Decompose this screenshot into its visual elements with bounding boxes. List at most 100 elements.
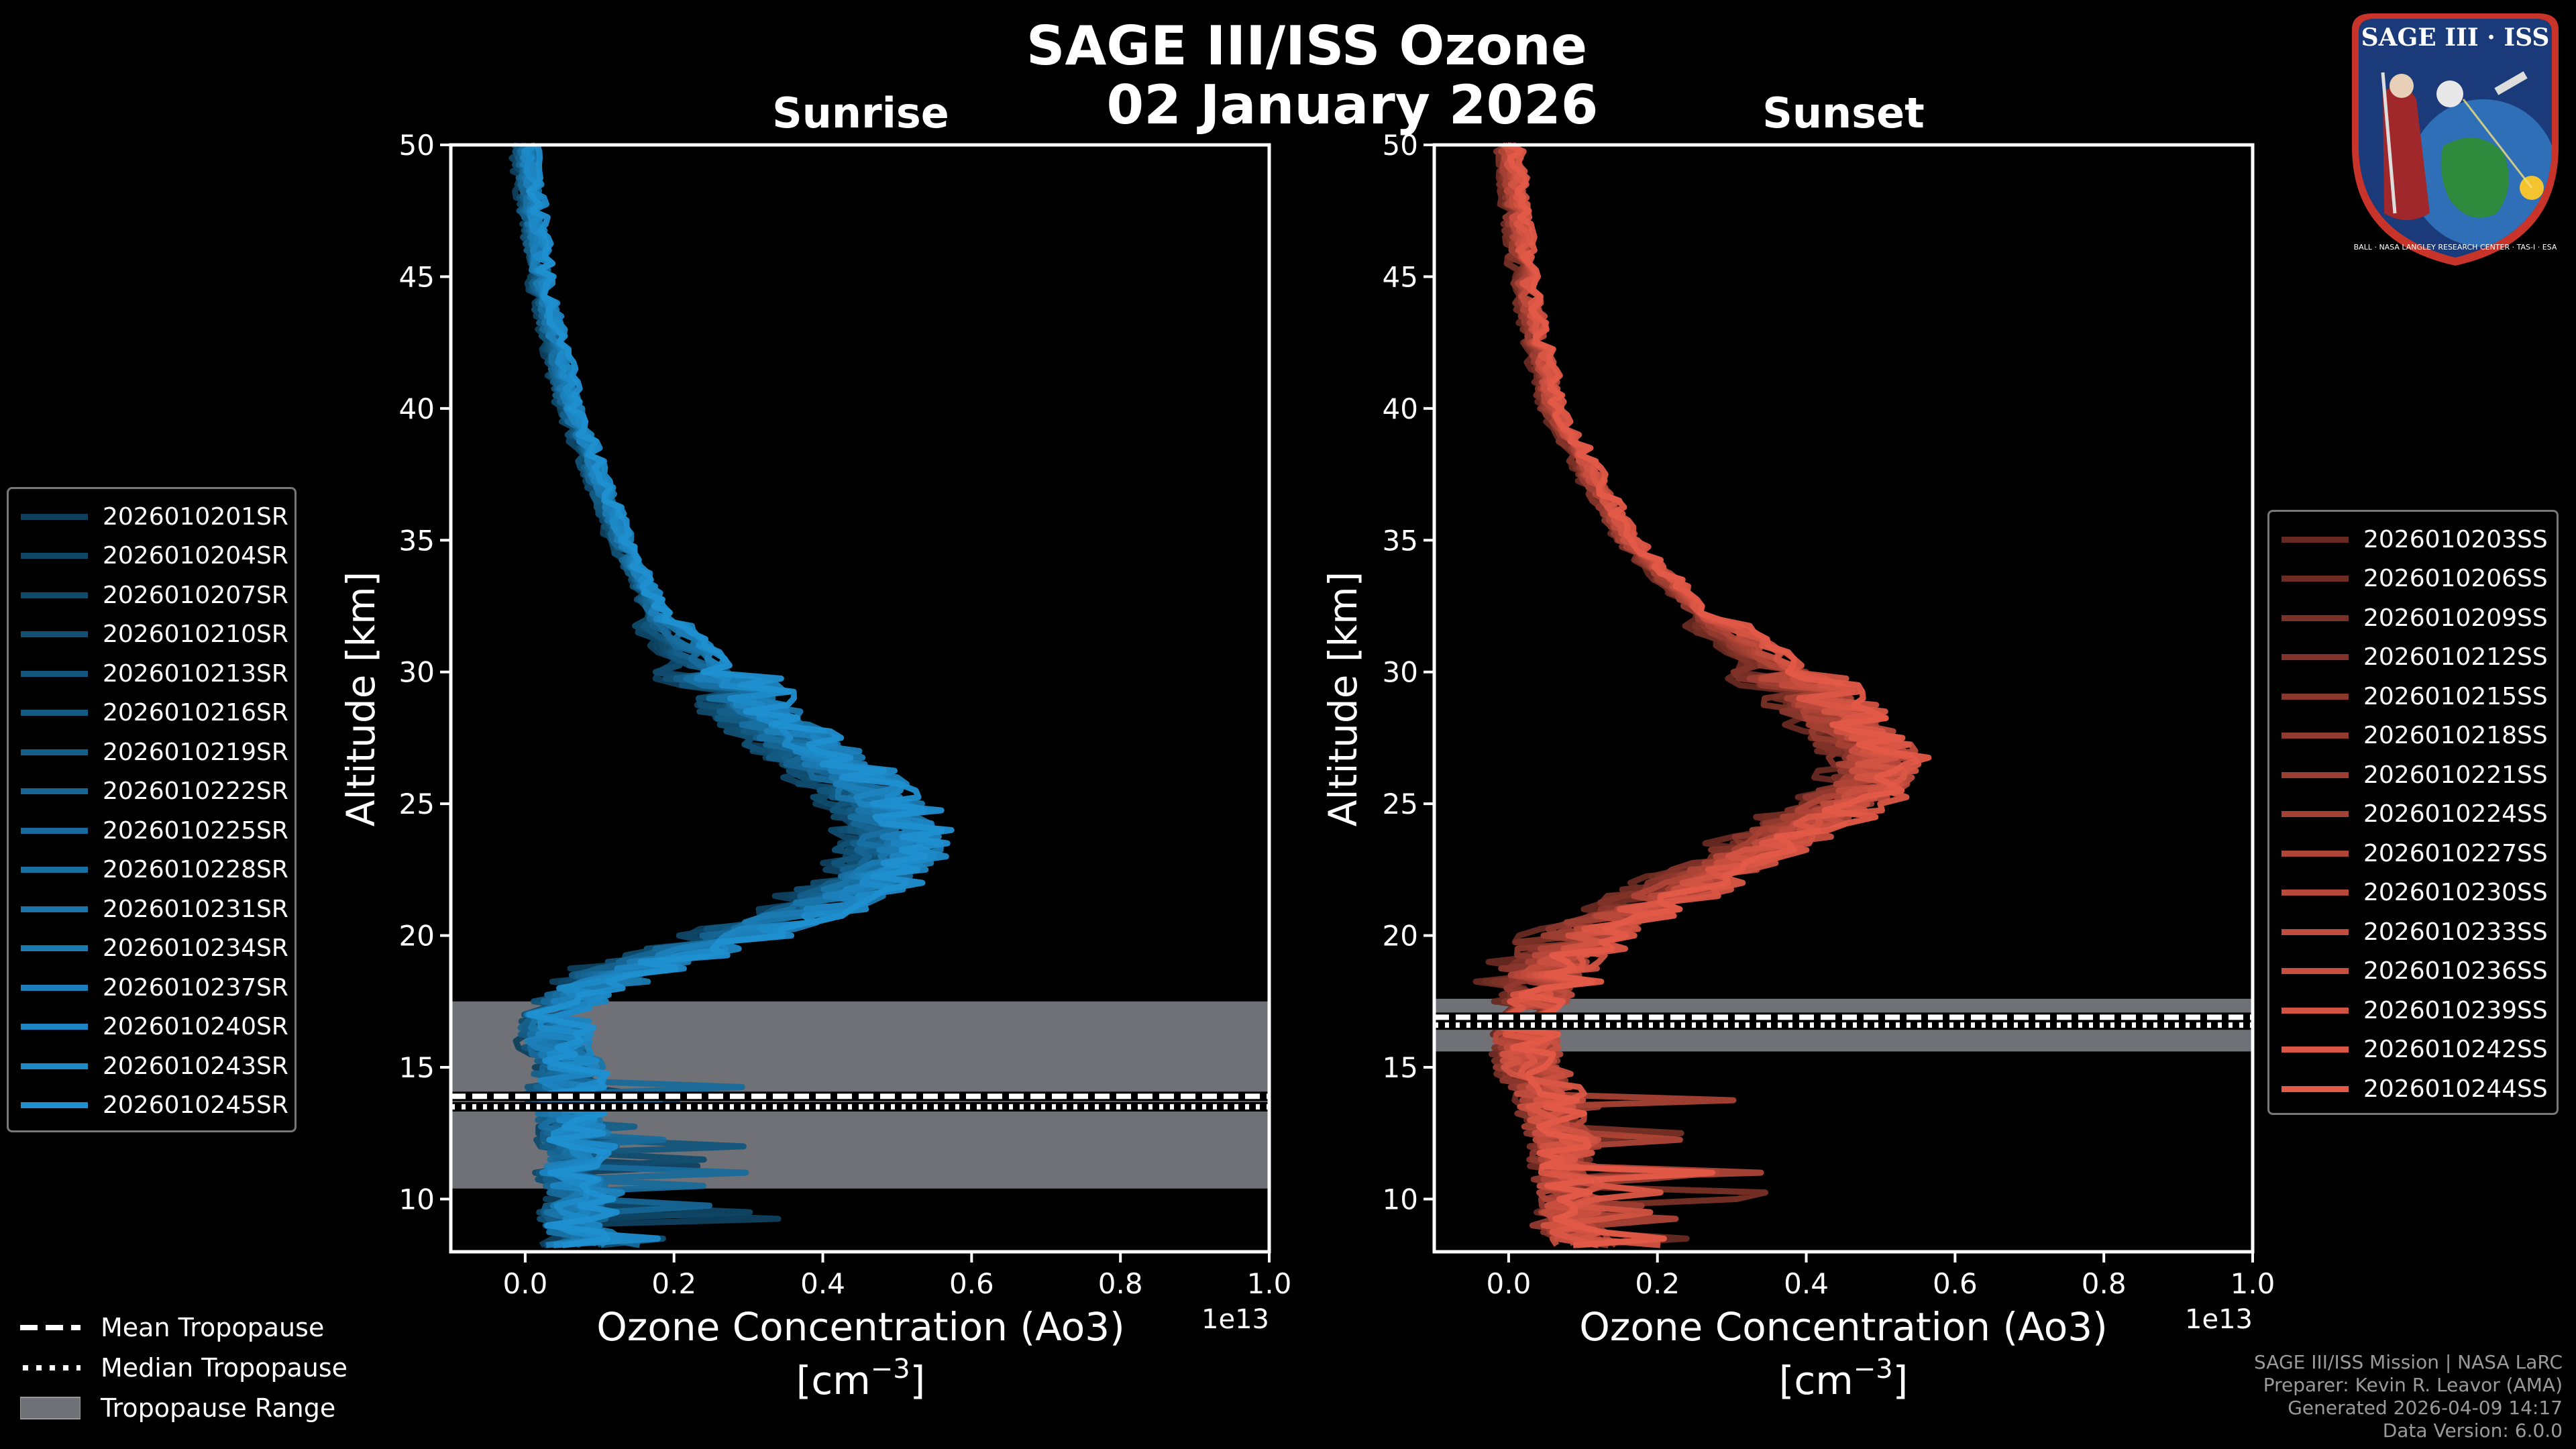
sunset-x-axis-label: Ozone Concentration (Ao3) xyxy=(1579,1304,2108,1350)
legend-mean-tropopause-label: Mean Tropopause xyxy=(101,1313,325,1342)
legend-label: 2026010233SS xyxy=(2363,918,2548,946)
sunrise-y-tick-label: 35 xyxy=(399,524,435,557)
sage-iii-iss-mission-patch: SAGE III · ISS BALL · NASA LANGLEY RESEA… xyxy=(2352,13,2559,266)
legend-item-2026010221SS: 2026010221SS xyxy=(2269,755,2548,794)
sunrise-y-tick-label: 20 xyxy=(399,920,435,953)
legend-item-2026010234SR: 2026010234SR xyxy=(9,929,288,968)
sunrise-x-axis-label: Ozone Concentration (Ao3) xyxy=(596,1304,1125,1350)
legend-label: 2026010242SS xyxy=(2363,1036,2548,1063)
legend-swatch xyxy=(21,1063,88,1069)
dotted-line-swatch xyxy=(23,1365,80,1371)
sunrise-y-tick-label: 50 xyxy=(399,129,435,162)
legend-item-2026010227SS: 2026010227SS xyxy=(2269,834,2548,873)
legend-swatch xyxy=(2282,654,2349,660)
legend-item-2026010243SR: 2026010243SR xyxy=(9,1046,288,1085)
credits-data-version: Data Version: 6.0.0 xyxy=(2382,1419,2563,1442)
legend-label: 2026010210SR xyxy=(103,621,288,648)
legend-item-2026010209SS: 2026010209SS xyxy=(2269,598,2548,637)
legend-item-2026010218SS: 2026010218SS xyxy=(2269,716,2548,755)
credits-preparer: Preparer: Kevin R. Leavor (AMA) xyxy=(2263,1374,2563,1396)
legend-label: 2026010216SR xyxy=(103,699,288,727)
legend-label: 2026010244SS xyxy=(2363,1075,2548,1103)
telescope-staff xyxy=(2381,72,2397,214)
sunset-x-tick-label: 0.0 xyxy=(1487,1267,1532,1300)
legend-item-2026010212SS: 2026010212SS xyxy=(2269,638,2548,677)
sunset-panel: Sunset 0.0 0.2 0.4 0.6 0.8 1.0 10 15 20 25 30 35 40 4… xyxy=(1320,89,2275,1403)
legend-item-2026010228SR: 2026010228SR xyxy=(9,851,288,890)
credits-mission: SAGE III/ISS Mission | NASA LaRC xyxy=(2254,1351,2563,1373)
legend-item-2026010236SS: 2026010236SS xyxy=(2269,952,2548,991)
sunrise-x-tick-label: 0.4 xyxy=(800,1267,845,1300)
legend-label: 2026010224SS xyxy=(2363,800,2548,828)
sunset-x-tick-label: 0.4 xyxy=(1784,1267,1829,1300)
sunrise-panel-title: Sunrise xyxy=(772,89,949,138)
legend-median-tropopause-label: Median Tropopause xyxy=(101,1353,347,1383)
sunrise-y-tick-label: 45 xyxy=(399,260,435,293)
legend-swatch xyxy=(21,749,88,755)
legend-label: 2026010237SR xyxy=(103,973,288,1002)
legend-item-2026010204SR: 2026010204SR xyxy=(9,537,288,576)
legend-swatch xyxy=(2282,811,2349,817)
legend-item-2026010215SS: 2026010215SS xyxy=(2269,677,2548,716)
sunset-x-tick-label: 0.2 xyxy=(1635,1267,1680,1300)
sunrise-x-tick-label: 1.0 xyxy=(1247,1267,1292,1300)
legend-label: 2026010215SS xyxy=(2363,682,2548,710)
legend-item-2026010231SR: 2026010231SR xyxy=(9,890,288,928)
legend-label: 2026010245SR xyxy=(103,1091,288,1119)
legend-swatch xyxy=(2282,928,2349,935)
sunrise-y-tick-label: 15 xyxy=(399,1051,435,1084)
legend-item-2026010240SR: 2026010240SR xyxy=(9,1008,288,1046)
sunrise-offset-text: 1e13 xyxy=(1201,1304,1269,1335)
legend-item-2026010245SR: 2026010245SR xyxy=(9,1086,288,1125)
credits-generated: Generated 2026-04-09 14:17 xyxy=(2288,1397,2563,1419)
sunset-y-tick-label: 15 xyxy=(1383,1051,1418,1084)
legend-swatch xyxy=(21,513,88,520)
sunset-offset-text: 1e13 xyxy=(2185,1304,2253,1335)
legend-label: 2026010222SR xyxy=(103,777,288,805)
legend-swatch xyxy=(21,984,88,991)
legend-swatch xyxy=(2282,733,2349,739)
figure-title-line2: 02 January 2026 xyxy=(1107,74,1599,136)
legend-tropopause-range-label: Tropopause Range xyxy=(101,1393,336,1423)
sunset-y-tick-label: 50 xyxy=(1383,129,1418,162)
sunrise-x-tick-label: 0.2 xyxy=(651,1267,696,1300)
legend-item-2026010233SS: 2026010233SS xyxy=(2269,912,2548,951)
sunrise-y-tick-label: 40 xyxy=(399,392,435,425)
sunrise-y-tick-label: 10 xyxy=(399,1183,435,1216)
legend-label: 2026010228SR xyxy=(103,856,288,883)
legend-label: 2026010240SR xyxy=(103,1013,288,1040)
legend-item-2026010242SS: 2026010242SS xyxy=(2269,1030,2548,1069)
legend-label: 2026010213SR xyxy=(103,659,288,688)
legend-swatch xyxy=(2282,536,2349,543)
legend-swatch xyxy=(2282,576,2349,582)
legend-label: 2026010227SS xyxy=(2363,839,2548,867)
legend-label: 2026010225SR xyxy=(103,816,288,845)
sunrise-legend: 2026010201SR 2026010204SR 2026010207SR 2026… xyxy=(7,487,297,1132)
sunrise-profile-2026010243SR xyxy=(521,142,949,1248)
legend-label: 2026010219SR xyxy=(103,738,288,766)
legend-label: 2026010204SR xyxy=(103,542,288,570)
legend-item-2026010244SS: 2026010244SS xyxy=(2269,1069,2548,1108)
legend-item-2026010224SS: 2026010224SS xyxy=(2269,795,2548,834)
sunrise-y-tick-label: 30 xyxy=(399,656,435,689)
legend-swatch xyxy=(21,631,88,637)
legend-swatch xyxy=(2282,968,2349,974)
sunrise-profile-2026010245SR xyxy=(526,144,955,1248)
legend-label: 2026010234SR xyxy=(103,934,288,962)
legend-tropopause-range: Tropopause Range xyxy=(20,1389,335,1428)
legend-label: 2026010209SS xyxy=(2363,604,2548,632)
legend-item-2026010206SS: 2026010206SS xyxy=(2269,559,2548,598)
legend-item-2026010225SR: 2026010225SR xyxy=(9,811,288,850)
legend-swatch xyxy=(21,592,88,598)
legend-swatch xyxy=(2282,771,2349,778)
legend-item-2026010203SS: 2026010203SS xyxy=(2269,520,2548,559)
sunset-x-tick-label: 0.8 xyxy=(2082,1267,2127,1300)
sunset-profile-2026010242SS xyxy=(1502,142,1922,1248)
legend-item-2026010239SS: 2026010239SS xyxy=(2269,991,2548,1030)
legend-item-2026010201SR: 2026010201SR xyxy=(9,497,288,536)
sunrise-y-tick-label: 25 xyxy=(399,788,435,820)
sunset-y-axis-label: Altitude [km] xyxy=(1320,572,1366,826)
legend-item-2026010210SR: 2026010210SR xyxy=(9,615,288,654)
legend-label: 2026010231SR xyxy=(103,895,288,923)
sunset-x-tick-label: 0.6 xyxy=(1933,1267,1978,1300)
